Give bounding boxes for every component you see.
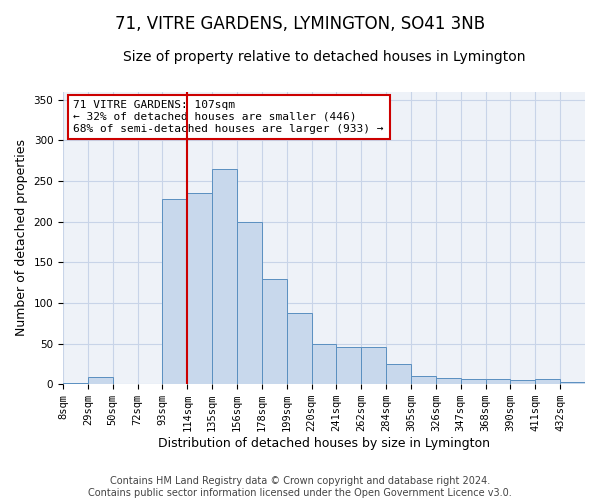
Bar	[411, 376, 436, 384]
Title: Size of property relative to detached houses in Lymington: Size of property relative to detached ho…	[123, 50, 525, 64]
Bar	[212, 169, 237, 384]
Bar	[63, 382, 88, 384]
Bar	[237, 222, 262, 384]
Bar	[337, 347, 361, 384]
Bar	[361, 347, 386, 384]
Bar	[88, 377, 113, 384]
Bar	[436, 378, 461, 384]
X-axis label: Distribution of detached houses by size in Lymington: Distribution of detached houses by size …	[158, 437, 490, 450]
Bar	[163, 199, 187, 384]
Bar	[287, 314, 311, 384]
Bar	[386, 364, 411, 384]
Bar	[461, 380, 485, 384]
Bar	[535, 378, 560, 384]
Bar	[187, 193, 212, 384]
Y-axis label: Number of detached properties: Number of detached properties	[15, 140, 28, 336]
Bar	[560, 382, 585, 384]
Text: 71 VITRE GARDENS: 107sqm
← 32% of detached houses are smaller (446)
68% of semi-: 71 VITRE GARDENS: 107sqm ← 32% of detach…	[73, 100, 384, 134]
Bar	[262, 278, 287, 384]
Text: 71, VITRE GARDENS, LYMINGTON, SO41 3NB: 71, VITRE GARDENS, LYMINGTON, SO41 3NB	[115, 15, 485, 33]
Bar	[485, 380, 511, 384]
Bar	[311, 344, 337, 384]
Bar	[511, 380, 535, 384]
Text: Contains HM Land Registry data © Crown copyright and database right 2024.
Contai: Contains HM Land Registry data © Crown c…	[88, 476, 512, 498]
